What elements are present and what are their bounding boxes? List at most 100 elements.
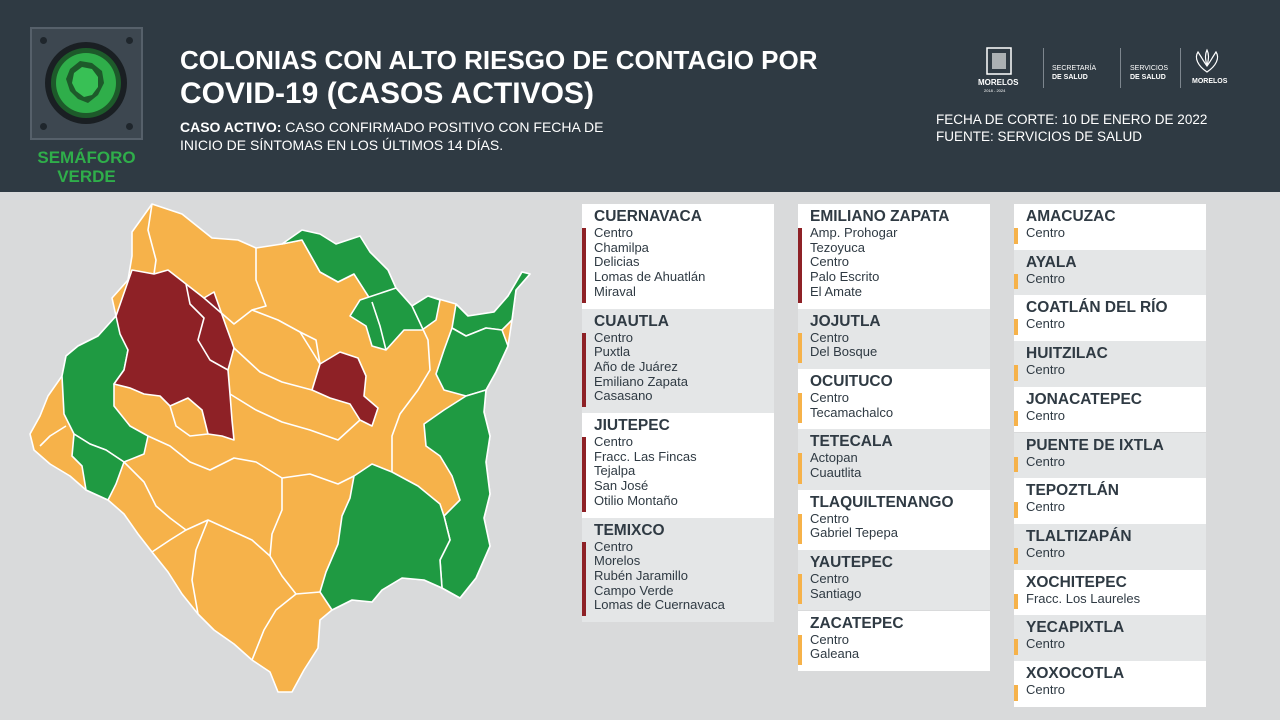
municipality-card: ZACATEPEC Centro Galeana — [798, 610, 990, 671]
morelos-flower-icon — [1195, 48, 1219, 73]
logo-morelos-text: MORELOS — [978, 78, 1019, 87]
municipality-name: XOXOCOTLA — [1026, 665, 1125, 682]
colonia-item: Centro — [1026, 362, 1066, 378]
municipality-card: OCUITUCO Centro Tecamachalco — [798, 368, 990, 430]
colonia-item: Fracc. Las Fincas — [594, 448, 697, 464]
medium-risk-marker — [798, 574, 802, 605]
colonia-item: San José — [594, 478, 649, 494]
colonia-item: Gabriel Tepepa — [810, 525, 898, 541]
colonia-item: Centro — [1026, 636, 1066, 652]
municipality-name: CUAUTLA — [594, 312, 669, 330]
colonia-item: Centro — [1026, 270, 1066, 286]
map-border — [147, 435, 355, 485]
municipality-card: HUITZILAC Centro — [1014, 341, 1206, 387]
colonia-item: Centro — [594, 434, 634, 449]
municipality-name: JOJUTLA — [810, 312, 881, 330]
logo-secretaria-line1: SECRETARÍA — [1052, 65, 1097, 72]
colonia-item: Centro — [594, 329, 634, 345]
municipality-card: EMILIANO ZAPATA Amp. Prohogar Tezoyuca Cent… — [798, 204, 990, 309]
high-risk-marker — [798, 228, 802, 303]
colonia-item: Centro — [810, 571, 850, 587]
municipality-card: JOJUTLA Centro Del Bosque — [798, 308, 990, 369]
colonia-item: Centro — [1026, 499, 1066, 515]
definition-label: CASO ACTIVO: — [180, 119, 282, 135]
medium-risk-marker — [798, 634, 802, 665]
municipality-name: OCUITUCO — [810, 372, 893, 390]
colonia-item: Cuautlita — [810, 465, 862, 480]
municipality-name: AYALA — [1026, 253, 1077, 271]
municipality-name: COATLÁN DEL RÍO — [1026, 299, 1168, 317]
semaforo-label: SEMÁFORO VERDE — [14, 148, 159, 186]
map-region-green — [61, 315, 149, 463]
colonia-item: Miraval — [594, 283, 636, 299]
municipality-card: YAUTEPEC Centro Santiago — [798, 550, 990, 611]
colonia-item: Tecamachalco — [810, 404, 894, 420]
logo-secretaria-line2: DE SALUD — [1052, 74, 1088, 81]
colonia-item: Centro — [810, 510, 850, 526]
municipality-name: TLALTIZAPÁN — [1026, 527, 1132, 545]
municipality-name: HUITZILAC — [1026, 345, 1108, 363]
municipality-card: CUERNAVACA Centro Chamilpa Delicias Lomas de… — [582, 204, 774, 309]
map-border — [203, 297, 321, 365]
map-border — [391, 305, 431, 472]
medium-risk-marker — [1014, 273, 1018, 290]
data-source: FUENTE: SERVICIOS DE SALUD — [936, 129, 1143, 144]
municipality-card: AYALA Centro — [1014, 249, 1206, 296]
municipality-name: AMACUZAC — [1026, 208, 1116, 225]
medium-risk-marker — [1014, 502, 1018, 518]
municipality-name: XOCHITEPEC — [1026, 573, 1127, 591]
page-title: COLONIAS CON ALTO RIESGO DE CONTAGIO POR… — [180, 44, 900, 110]
colonia-item: Amp. Prohogar — [810, 225, 898, 240]
colonia-item: Galeana — [810, 646, 860, 662]
municipality-name: JIUTEPEC — [594, 417, 670, 434]
colonia-item: El Amate — [810, 283, 863, 299]
municipality-card: YECAPIXTLA Centro — [1014, 615, 1206, 661]
colonia-item: Tezoyuca — [810, 239, 865, 255]
municipality-name: JONACATEPEC — [1026, 390, 1142, 408]
colonia-item: Lomas de Ahuatlán — [594, 269, 706, 285]
municipality-card: TLAQUILTENANGO Centro Gabriel Tepepa — [798, 489, 990, 551]
medium-risk-marker — [798, 513, 802, 545]
municipality-name: TEPOZTLÁN — [1026, 482, 1119, 500]
logo-morelos-years: 2018 - 2024 — [984, 88, 1006, 93]
municipality-name: TEMIXCO — [594, 521, 665, 539]
medium-risk-marker — [1014, 410, 1018, 427]
municipality-card: JONACATEPEC Centro — [1014, 386, 1206, 433]
colonia-item: Centro — [1026, 544, 1066, 560]
medium-risk-marker — [1014, 319, 1018, 336]
colonia-item: Centro — [810, 329, 850, 345]
logo-servicios-line1: SERVICIOS — [1130, 65, 1168, 72]
colonia-item: Centro — [810, 631, 850, 647]
municipality-card: XOCHITEPEC Fracc. Los Laureles — [1014, 569, 1206, 616]
source-info: FECHA DE CORTE: 10 DE ENERO DE 2022 FUEN… — [936, 111, 1256, 145]
map-border — [147, 203, 157, 275]
map-border — [185, 283, 229, 371]
logo-divider — [1120, 48, 1121, 88]
colonia-item: Campo Verde — [594, 582, 674, 598]
screw-icon — [40, 37, 47, 44]
municipality-name: TLAQUILTENANGO — [810, 493, 954, 511]
municipality-card: CUAUTLA Centro Puxtla Año de Juárez Emiliano… — [582, 308, 774, 413]
screw-icon — [40, 123, 47, 130]
colonia-item: Año de Juárez — [594, 358, 678, 374]
municipality-name: CUERNAVACA — [594, 208, 702, 225]
morelos-risk-map — [29, 203, 531, 693]
medium-risk-marker — [1014, 593, 1018, 610]
colonia-item: Centro — [1026, 453, 1066, 469]
colonia-item: Fracc. Los Laureles — [1026, 590, 1141, 606]
semaforo-label-line2: VERDE — [57, 167, 116, 186]
municipality-name: YAUTEPEC — [810, 554, 893, 572]
logo-morelos-2-text: MORELOS — [1192, 78, 1228, 85]
municipality-card: XOXOCOTLA Centro — [1014, 661, 1206, 707]
colonia-item: Casasano — [594, 388, 653, 404]
colonia-item: Actopan — [810, 450, 858, 466]
definition-text-2: INICIO DE SÍNTOMAS EN LOS ÚLTIMOS 14 DÍA… — [180, 137, 504, 153]
logo-divider — [1043, 48, 1044, 88]
title-line1: COLONIAS CON ALTO RIESGO DE CONTAGIO POR — [180, 45, 818, 75]
map-border — [251, 593, 297, 661]
colonia-item: Centro — [1026, 225, 1066, 240]
municipality-card: AMACUZAC Centro — [1014, 204, 1206, 250]
municipality-card: PUENTE DE IXTLA Centro — [1014, 432, 1206, 479]
colonia-item: Del Bosque — [810, 344, 878, 360]
colonia-item: Puxtla — [594, 344, 631, 360]
